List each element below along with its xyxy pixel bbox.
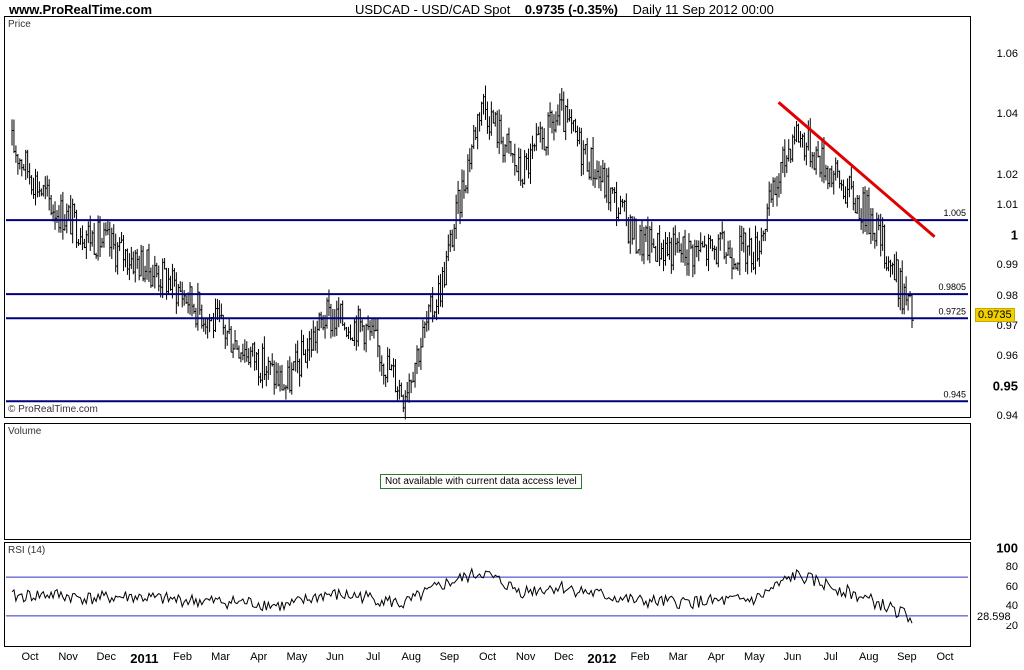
x-tick-label: Oct [936,651,954,663]
current-price-badge: 0.9735 [975,308,1015,323]
price-tick-label: 1.04 [996,108,1018,121]
x-tick-label: Apr [250,651,268,663]
price-bar [635,218,639,254]
price-bar [99,216,103,258]
price-bar [209,313,212,333]
volume-panel[interactable]: Volume Not available with current data a… [4,423,971,540]
rsi-tick-label: 80 [1005,561,1018,574]
rsi-tick-label: 100 [996,540,1018,556]
rsi-tick-label: 60 [1005,580,1018,593]
x-tick-label: Mar [668,651,688,663]
current-rsi-badge: 28.598 [975,611,1013,624]
horizontal-line-label: 1.005 [943,208,966,218]
trend-line [777,101,936,238]
x-tick-label: Sep [439,651,460,663]
symbol-name: USDCAD - USD/CAD Spot [355,2,511,17]
x-tick-label: Nov [515,651,536,663]
horizontal-line-label: 0.945 [943,389,966,399]
rsi-tick-label: 40 [1005,600,1018,613]
x-tick-label: Jul [823,651,838,663]
price-bar [688,233,691,276]
x-tick-label: Dec [553,651,574,663]
price-bar [651,221,654,253]
price-bar [463,170,466,199]
rsi-panel-label: RSI (14) [8,545,46,556]
x-tick-label: 2012 [587,651,617,666]
price-panel-label: Price [8,19,31,30]
price-bar [342,300,345,326]
price-tick-label: 1.01 [996,199,1018,211]
site-title[interactable]: www.ProRealTime.com [9,2,153,17]
x-tick-label: May [286,651,308,663]
volume-panel-label: Volume [8,426,42,437]
x-tick-label: 2011 [130,651,159,666]
x-tick-label: Jul [366,651,381,663]
x-tick-label: Oct [478,651,497,663]
x-tick-label: Nov [58,651,78,663]
x-tick-label: Oct [21,651,39,663]
period-info: Daily 11 Sep 2012 00:00 [632,2,774,17]
time-x-axis: Oct Nov Dec 2011 Feb Mar Apr May Jun Jul Aug Sep Oct… [0,651,1024,670]
x-tick-label: May [743,651,765,663]
price-tick-label: 0.96 [996,350,1018,362]
horizontal-line-label: 0.9725 [938,306,966,316]
price-tick-label: 1.06 [996,48,1018,60]
horizontal-line-label: 0.9805 [938,282,966,292]
x-tick-label: Aug [858,651,879,663]
price-tick-label: 1 [1010,227,1018,243]
x-tick-label: Dec [96,651,117,663]
price-bar [911,295,914,329]
price-tick-label: 0.97 [996,319,1018,332]
price-bar [817,140,821,158]
price-bar [93,222,97,255]
price-tick-label: 0.99 [996,259,1018,272]
price-panel[interactable]: Price © ProRealTime.com [4,16,971,418]
x-tick-label: Feb [173,651,192,663]
price-tick-label: 0.98 [996,289,1018,302]
volume-notice: Not available with current data access l… [380,474,582,489]
price-tick-label: 0.95 [992,378,1018,394]
price-change: 0.9735 (-0.35%) [524,2,618,17]
price-tick-label: 1.02 [996,168,1018,181]
x-tick-label: Aug [401,651,422,663]
rsi-line [11,567,913,624]
x-tick-label: Sep [897,651,917,663]
x-tick-label: Jun [326,651,344,663]
price-tick-label: 0.94 [996,410,1018,423]
copyright-text: © ProRealTime.com [8,404,98,415]
x-tick-label: Mar [211,651,231,663]
x-tick-label: Feb [630,651,650,663]
chart-title: USDCAD - USD/CAD Spot 0.9735 (-0.35%) Da… [355,2,774,17]
x-tick-label: Apr [707,651,725,663]
price-bar [164,258,167,270]
x-tick-label: Jun [783,651,802,663]
